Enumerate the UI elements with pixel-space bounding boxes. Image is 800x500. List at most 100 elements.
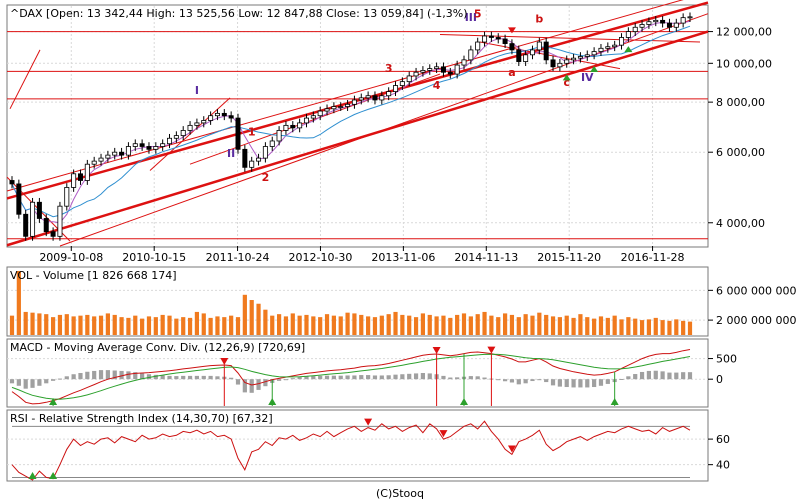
price-panel-frame: [6, 4, 709, 248]
macd-histogram-bar: [386, 375, 391, 380]
volume-bar: [578, 314, 583, 335]
macd-histogram-bar: [30, 379, 35, 388]
volume-bar: [222, 317, 227, 335]
macd-histogram-bar: [674, 372, 679, 380]
price-candle-body: [564, 59, 570, 64]
volume-bar: [496, 317, 501, 335]
macd-histogram-bar: [413, 373, 419, 380]
price-candle-body: [256, 157, 262, 162]
volume-bar: [78, 315, 83, 335]
macd-histogram-bar: [290, 378, 295, 380]
price-candle-body: [605, 46, 611, 49]
macd-histogram-bar: [626, 376, 631, 380]
price-candle-body: [523, 54, 529, 62]
volume-bar: [16, 270, 21, 335]
volume-bar: [393, 311, 398, 335]
price-candle-body: [345, 103, 351, 107]
price-candle-body: [461, 59, 467, 66]
macd-histogram-bar: [605, 379, 610, 384]
price-candle-body: [125, 146, 131, 156]
price-candle-body: [379, 95, 385, 101]
volume-bar: [229, 315, 234, 335]
macd-histogram-bar: [64, 376, 69, 380]
rsi-panel-frame: [6, 409, 709, 482]
volume-bar: [153, 317, 158, 335]
volume-bar: [352, 313, 357, 335]
price-candle-body: [30, 201, 36, 237]
volume-bar: [208, 317, 213, 335]
macd-histogram-bar: [37, 379, 42, 386]
volume-bar: [297, 315, 302, 335]
volume-bar: [482, 311, 487, 335]
macd-histogram-bar: [324, 375, 330, 380]
price-candle-body: [173, 135, 179, 139]
price-candle-body: [577, 56, 583, 59]
price-candle-body: [36, 201, 42, 219]
macd-histogram-bar: [126, 371, 131, 380]
macd-histogram-bar: [318, 375, 323, 380]
price-candle-body: [393, 85, 399, 92]
price-candle-body: [386, 91, 392, 97]
volume-bar: [681, 320, 686, 335]
macd-panel-title: MACD - Moving Average Conv. Div. (12,26,…: [10, 341, 305, 354]
price-trend-line: [6, 0, 684, 192]
macd-histogram-bar: [181, 375, 186, 380]
macd-histogram-bar: [557, 379, 562, 387]
price-x-tick-label: 2011-10-24: [206, 251, 270, 264]
volume-bar: [318, 317, 323, 335]
volume-bar: [605, 317, 610, 335]
volume-bar: [71, 316, 76, 335]
volume-bar: [530, 315, 535, 335]
elliott-wave-label: 5: [474, 8, 482, 21]
rsi-y-tick-label: 60: [716, 433, 730, 446]
price-candle-body: [16, 183, 22, 215]
macd-histogram-bar: [667, 372, 672, 380]
price-candle-body: [543, 41, 549, 61]
macd-histogram-bar: [78, 373, 83, 380]
elliott-wave-label: II: [227, 147, 235, 160]
elliott-wave-label: III: [465, 11, 477, 24]
volume-bar: [105, 313, 110, 335]
elliott-wave-label: b: [535, 12, 543, 25]
macd-y-tick-label: 500: [716, 353, 737, 366]
volume-panel-title: VOL - Volume [1 826 668 174]: [10, 269, 177, 282]
volume-bar: [92, 316, 97, 335]
macd-buy-marker: [610, 398, 619, 405]
macd-histogram-bar: [578, 379, 583, 388]
price-candle-body: [550, 59, 556, 68]
price-candle-body: [221, 112, 227, 117]
price-candle-body: [64, 187, 70, 207]
price-candle-body: [488, 35, 494, 38]
macd-histogram-bar: [496, 379, 501, 381]
macd-panel: MACD - Moving Average Conv. Div. (12,26,…: [6, 338, 737, 408]
price-candle-body: [228, 115, 234, 119]
macd-histogram-bar: [407, 373, 412, 380]
macd-histogram-bar: [530, 379, 535, 382]
volume-bar: [674, 319, 679, 335]
macd-y-tick-label: 0: [716, 373, 723, 386]
macd-histogram-bar: [441, 375, 446, 380]
price-candle-body: [619, 37, 625, 46]
volume-bar: [112, 314, 117, 335]
volume-bar: [646, 319, 652, 335]
price-candle-body: [249, 160, 255, 168]
price-candle-body: [214, 112, 220, 117]
price-y-tick-label: 10 000,00: [716, 57, 772, 70]
elliott-wave-label: a: [508, 66, 515, 79]
price-candle-body: [262, 146, 268, 159]
price-candle-body: [338, 106, 344, 108]
volume-bar: [98, 315, 104, 335]
volume-bar: [598, 316, 604, 335]
volume-bar: [160, 314, 165, 335]
macd-histogram-bar: [660, 371, 665, 380]
macd-histogram-bar: [71, 374, 76, 380]
elliott-wave-label: c: [563, 76, 570, 89]
macd-histogram-bar: [256, 379, 261, 390]
price-candle-body: [242, 148, 248, 168]
price-trend-line: [9, 49, 41, 110]
macd-histogram-bar: [215, 376, 220, 380]
volume-bar: [400, 314, 405, 335]
price-candle-body: [146, 146, 152, 150]
macd-histogram-bar: [550, 379, 556, 386]
volume-bar: [372, 317, 378, 335]
